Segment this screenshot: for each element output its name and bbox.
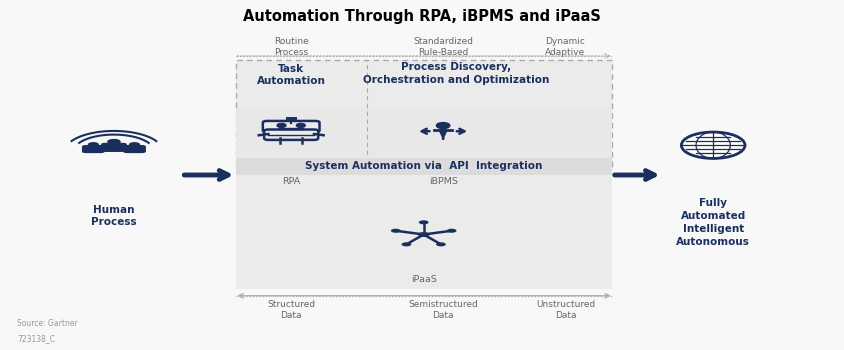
Circle shape [418, 232, 430, 237]
FancyBboxPatch shape [101, 143, 127, 152]
Circle shape [419, 220, 429, 224]
Text: Standardized
Rule-Based: Standardized Rule-Based [413, 37, 473, 57]
Circle shape [681, 132, 745, 159]
FancyBboxPatch shape [236, 158, 612, 175]
Text: iBPMS: iBPMS [429, 177, 457, 186]
Text: Source: Gartner: Source: Gartner [17, 318, 78, 328]
Text: 723138_C: 723138_C [17, 334, 55, 343]
Circle shape [278, 124, 285, 127]
Text: RPA: RPA [282, 177, 300, 186]
Text: Fully
Automated
Intelligent
Autonomous: Fully Automated Intelligent Autonomous [676, 198, 750, 247]
Text: Routine
Process: Routine Process [273, 37, 309, 57]
Text: iPaaS: iPaaS [411, 275, 436, 284]
Circle shape [129, 142, 140, 147]
Circle shape [107, 139, 121, 145]
Text: Unstructured
Data: Unstructured Data [536, 300, 595, 320]
Text: System Automation via  API  Integration: System Automation via API Integration [305, 161, 543, 171]
FancyBboxPatch shape [123, 145, 146, 153]
Circle shape [402, 242, 411, 246]
FancyBboxPatch shape [236, 108, 612, 170]
Text: Structured
Data: Structured Data [267, 300, 316, 320]
Circle shape [391, 229, 401, 233]
Text: Process Discovery,
Orchestration and Optimization: Process Discovery, Orchestration and Opt… [363, 62, 549, 85]
Text: Task
Automation: Task Automation [257, 64, 326, 86]
FancyBboxPatch shape [236, 60, 612, 289]
Circle shape [297, 124, 305, 127]
FancyBboxPatch shape [264, 130, 318, 140]
Text: Automation Through RPA, iBPMS and iPaaS: Automation Through RPA, iBPMS and iPaaS [243, 9, 601, 24]
FancyBboxPatch shape [287, 118, 295, 119]
Circle shape [436, 123, 450, 128]
FancyBboxPatch shape [262, 121, 320, 132]
Circle shape [88, 142, 99, 147]
Text: Dynamic
Adaptive: Dynamic Adaptive [545, 37, 586, 57]
FancyBboxPatch shape [236, 60, 612, 170]
Text: Human
Process: Human Process [91, 205, 137, 227]
Text: Semistructured
Data: Semistructured Data [408, 300, 478, 320]
FancyBboxPatch shape [279, 128, 304, 130]
Circle shape [446, 229, 457, 233]
Circle shape [436, 242, 446, 246]
FancyBboxPatch shape [82, 145, 105, 153]
